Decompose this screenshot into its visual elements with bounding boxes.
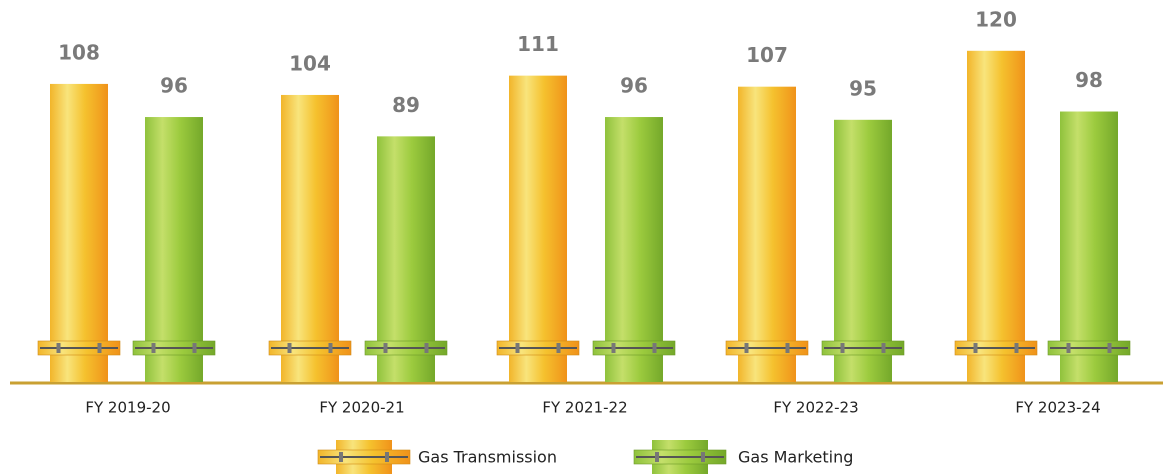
- bolt: [1014, 343, 1019, 353]
- bar: [967, 50, 1025, 383]
- bolt: [383, 343, 388, 353]
- pipe-flange: [821, 340, 905, 356]
- bolt: [652, 343, 657, 353]
- bolt: [56, 343, 61, 353]
- bolt: [973, 343, 978, 353]
- x-tick-label: FY 2023-24: [1015, 399, 1100, 417]
- value-label: 104: [289, 51, 331, 75]
- value-label: 111: [517, 32, 559, 56]
- value-label: 98: [1075, 68, 1103, 92]
- bolt: [881, 343, 886, 353]
- pipe-flange: [1047, 340, 1131, 356]
- bar: [509, 75, 567, 382]
- legend-flange: [633, 449, 727, 465]
- bolt: [1066, 343, 1071, 353]
- value-label: 107: [746, 43, 788, 67]
- value-label: 120: [975, 7, 1017, 31]
- bolt: [744, 343, 749, 353]
- bolt: [385, 452, 389, 462]
- value-label: 108: [58, 40, 100, 64]
- bar: [281, 94, 339, 383]
- bar: [738, 86, 796, 383]
- bolt: [424, 343, 429, 353]
- bolt: [840, 343, 845, 353]
- bolt: [192, 343, 197, 353]
- x-tick-label: FY 2021-22: [542, 399, 627, 417]
- x-tick-label: FY 2020-21: [319, 399, 404, 417]
- legend-label: Gas Transmission: [418, 448, 557, 467]
- pipe-flange: [364, 340, 448, 356]
- bolt: [611, 343, 616, 353]
- value-label: 95: [849, 76, 877, 100]
- pipe-flange: [496, 340, 580, 356]
- bar: [605, 117, 663, 382]
- bolt: [151, 343, 156, 353]
- pipe-flange: [592, 340, 676, 356]
- legend-label: Gas Marketing: [738, 448, 853, 467]
- bolt: [701, 452, 705, 462]
- bar: [1060, 111, 1118, 383]
- bolt: [339, 452, 343, 462]
- pipe-flange: [268, 340, 352, 356]
- pipe-flange: [725, 340, 809, 356]
- bolt: [1107, 343, 1112, 353]
- pipe-flange: [37, 340, 121, 356]
- bolt: [328, 343, 333, 353]
- pipe-flange: [954, 340, 1038, 356]
- value-label: 89: [392, 93, 420, 117]
- x-tick-label: FY 2022-23: [773, 399, 858, 417]
- bolt: [97, 343, 102, 353]
- value-label: 96: [620, 74, 648, 98]
- bolt: [655, 452, 659, 462]
- bolt: [287, 343, 292, 353]
- bolt: [785, 343, 790, 353]
- pipe-flange: [132, 340, 216, 356]
- legend-flange: [317, 449, 411, 465]
- bolt: [556, 343, 561, 353]
- value-label: 96: [160, 74, 188, 98]
- bar: [145, 117, 203, 382]
- x-tick-label: FY 2019-20: [85, 399, 170, 417]
- bar: [50, 83, 108, 383]
- bar: [834, 119, 892, 383]
- bolt: [515, 343, 520, 353]
